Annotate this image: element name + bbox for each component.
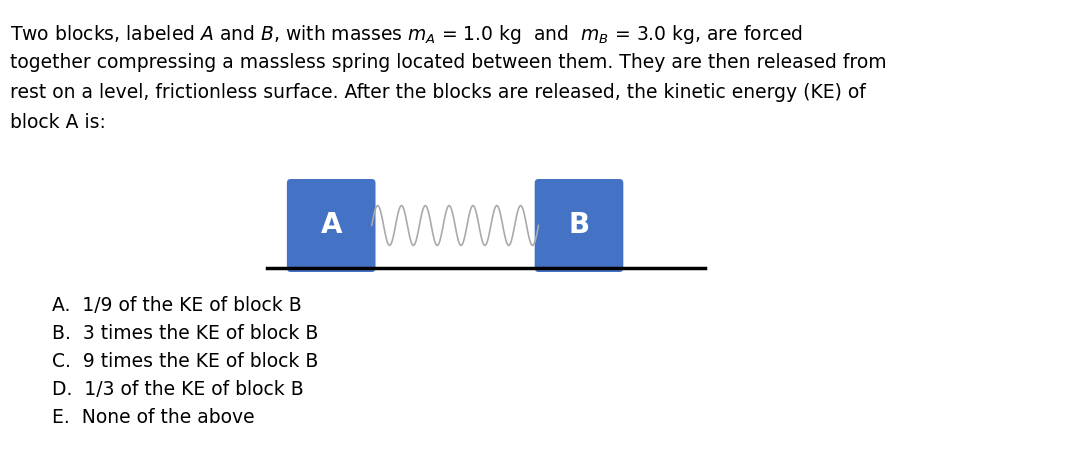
Text: block A is:: block A is: <box>10 113 105 132</box>
Text: C.  9 times the KE of block B: C. 9 times the KE of block B <box>53 352 318 371</box>
Text: A: A <box>321 212 342 240</box>
FancyBboxPatch shape <box>287 179 376 272</box>
Text: E.  None of the above: E. None of the above <box>53 408 255 427</box>
Text: D.  1/3 of the KE of block B: D. 1/3 of the KE of block B <box>53 380 305 399</box>
Text: A.  1/9 of the KE of block B: A. 1/9 of the KE of block B <box>53 296 302 315</box>
Text: B.  3 times the KE of block B: B. 3 times the KE of block B <box>53 324 318 343</box>
FancyBboxPatch shape <box>535 179 623 272</box>
Text: rest on a level, frictionless surface. After the blocks are released, the kineti: rest on a level, frictionless surface. A… <box>10 83 865 102</box>
Text: Two blocks, labeled $\mathit{A}$ and $\mathit{B}$, with masses $m_A$ = 1.0 kg  a: Two blocks, labeled $\mathit{A}$ and $\m… <box>10 23 803 46</box>
Text: B: B <box>568 212 590 240</box>
Text: together compressing a massless spring located between them. They are then relea: together compressing a massless spring l… <box>10 53 887 72</box>
